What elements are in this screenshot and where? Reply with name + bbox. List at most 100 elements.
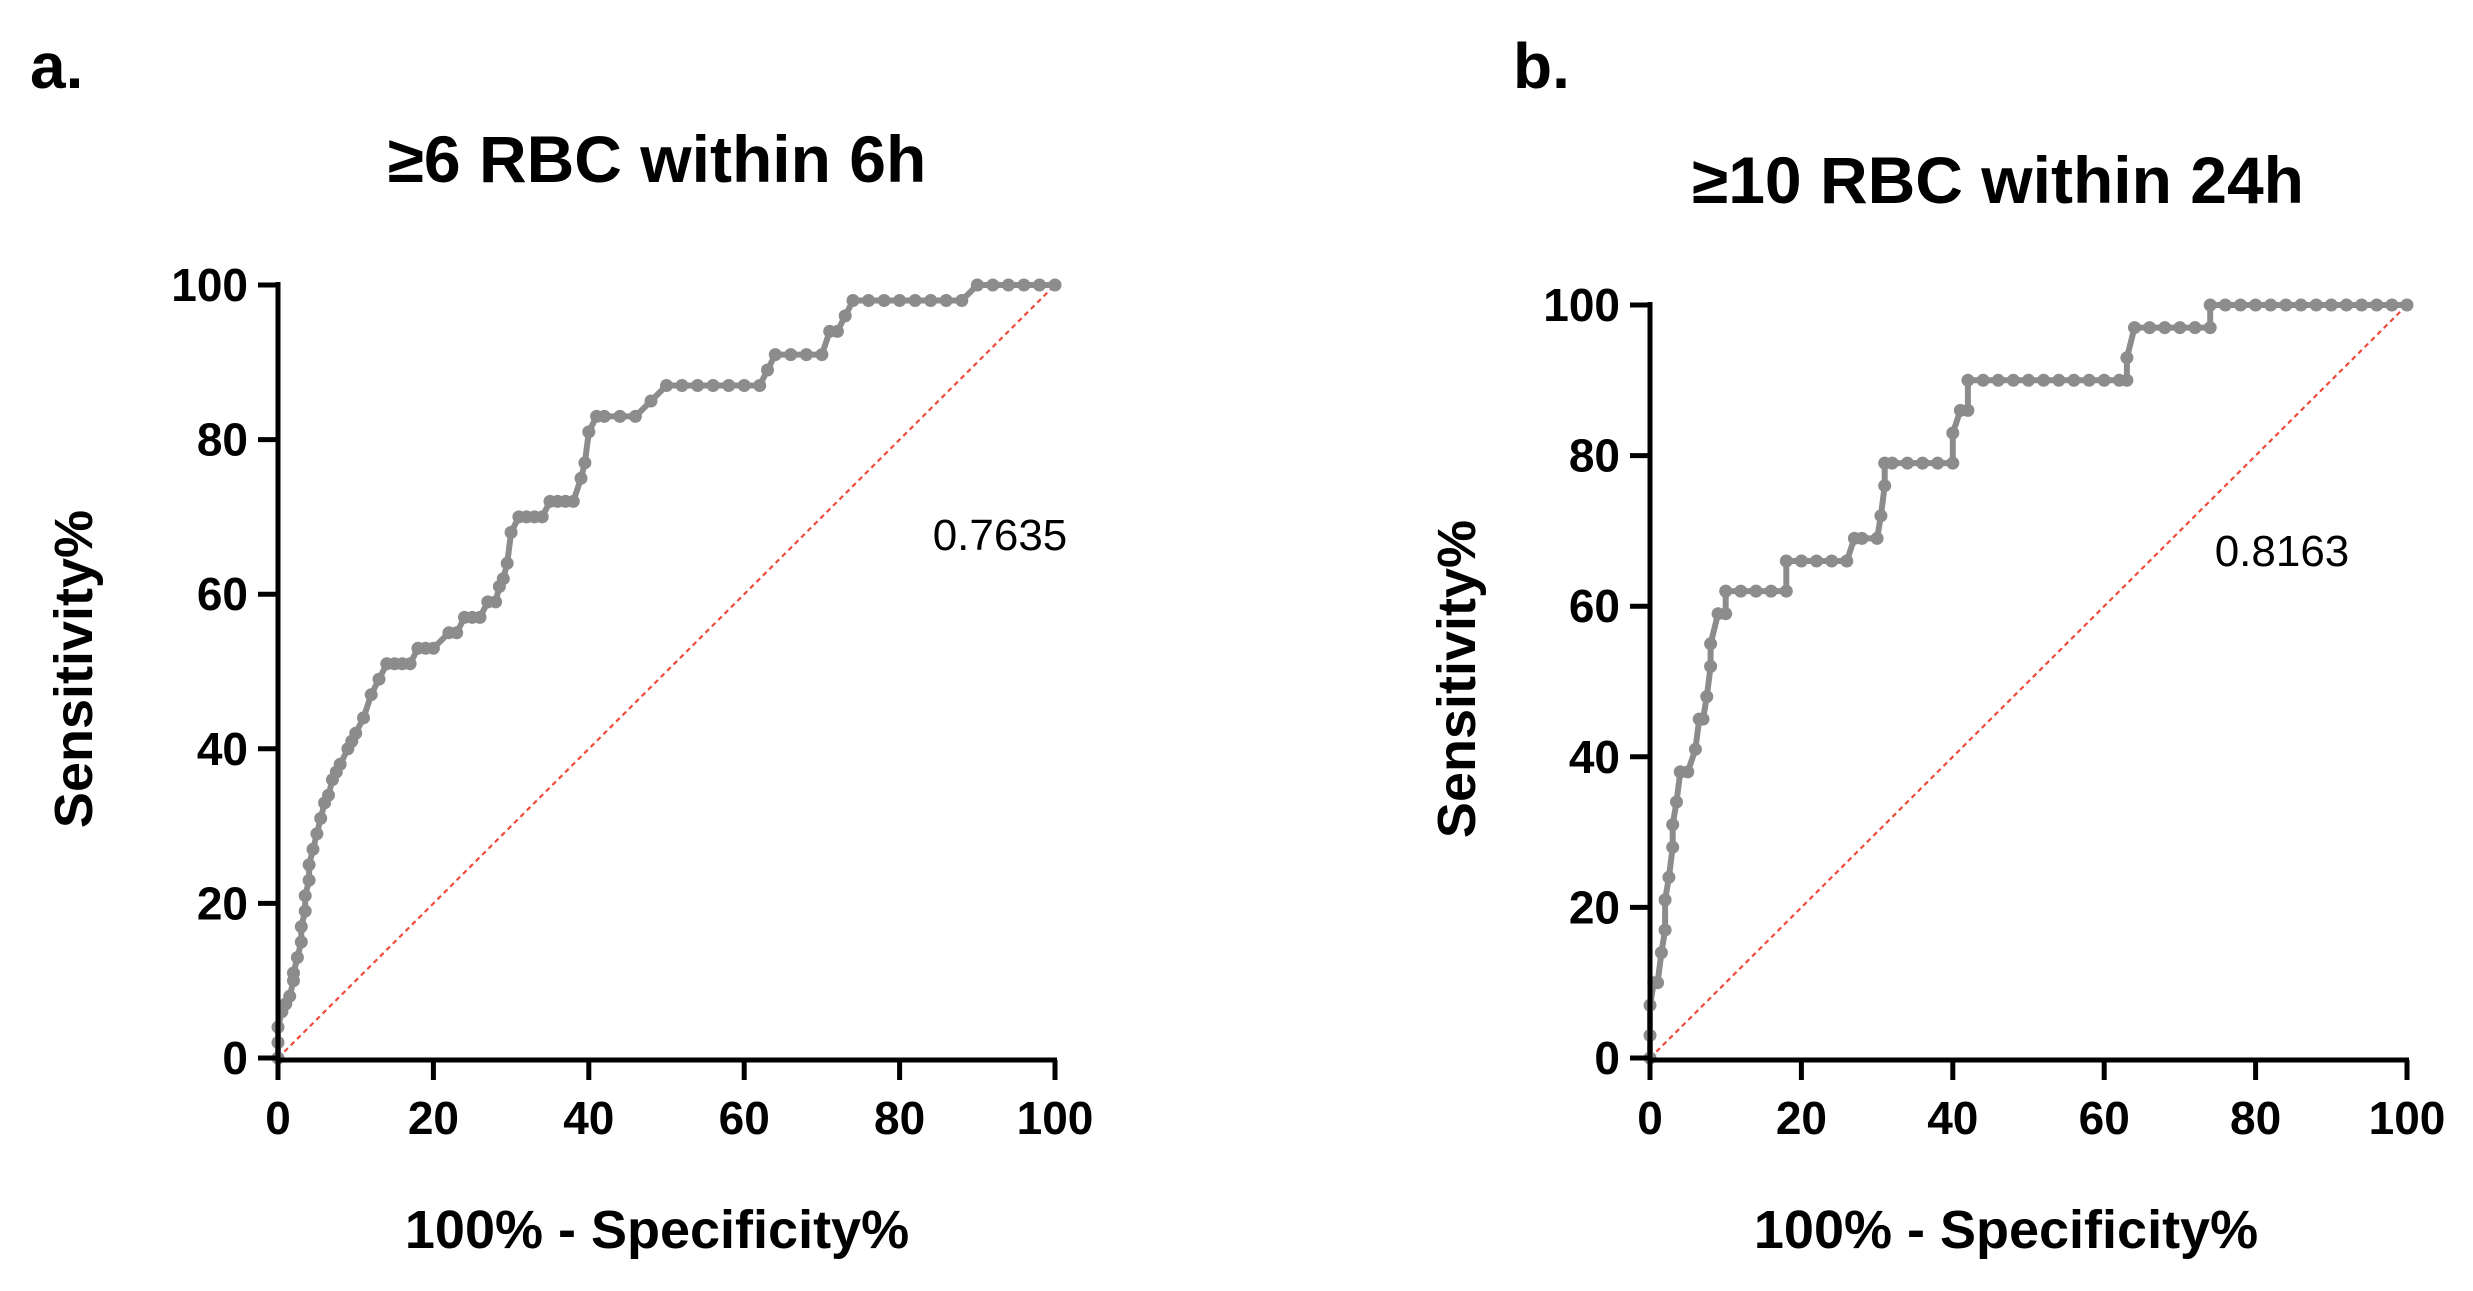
panel-a-axes xyxy=(275,282,1057,1063)
panel-a-roc-point xyxy=(908,294,922,307)
panel-a-title: ≥6 RBC within 6h xyxy=(388,122,927,196)
panel-b-roc-point xyxy=(1662,870,1676,884)
panel-a-roc-point xyxy=(578,456,592,470)
panel-b-y-tick-label: 0 xyxy=(1594,1032,1620,1084)
panel-b-roc-point xyxy=(2339,298,2353,312)
panel-b-y-tick-label: 80 xyxy=(1569,430,1620,482)
panel-b-roc-point xyxy=(2037,373,2051,387)
panel-a-roc-point xyxy=(784,348,798,362)
panel-a-roc-point xyxy=(450,626,464,640)
panel-a-roc-point xyxy=(287,966,300,980)
panel-b-roc-point xyxy=(2324,298,2338,312)
panel-a-roc-point xyxy=(302,858,316,872)
panel-a-x-tick-label: 0 xyxy=(265,1092,291,1144)
panel-a-roc-point xyxy=(364,688,378,702)
panel-a-roc-point xyxy=(310,827,324,841)
panel-a-roc-point xyxy=(535,510,549,524)
panel-b-roc-point xyxy=(1779,554,1793,568)
panel-a-x-tick-label: 60 xyxy=(719,1092,770,1144)
panel-b-roc-point xyxy=(1825,554,1839,568)
panel-b-roc-point xyxy=(2097,373,2111,387)
panel-a-roc-point xyxy=(372,672,386,686)
panel-b-roc-point xyxy=(2370,298,2384,312)
panel-a-roc-point xyxy=(314,811,328,825)
panel-b-y-ticks: 0 20 40 60 80 100 xyxy=(1543,279,1650,1084)
panel-b-x-tick-label: 20 xyxy=(1776,1092,1827,1144)
panel-b-roc-point xyxy=(1651,976,1665,990)
panel-a-roc-point xyxy=(862,294,875,307)
panel-b-roc-point xyxy=(1666,840,1680,854)
panel-a-roc-point xyxy=(644,394,658,408)
panel-a-roc-point xyxy=(290,951,304,964)
panel-b-roc-point xyxy=(2218,298,2232,312)
panel-b-roc-point xyxy=(2249,298,2263,312)
panel-a-roc-point xyxy=(706,379,720,392)
panel-a-roc-point xyxy=(489,595,503,609)
panel-b-x-tick-label: 80 xyxy=(2230,1092,2281,1144)
panel-b-auc-value: 0.8163 xyxy=(2215,527,2350,576)
panel-b-roc-point xyxy=(1696,712,1710,726)
panel-a-roc-point xyxy=(504,525,518,539)
panel-b-roc-point xyxy=(2203,321,2217,335)
panel-b-roc-point xyxy=(2234,298,2247,312)
panel-a-roc-point xyxy=(893,294,907,307)
panel-b-roc-point xyxy=(1688,742,1702,756)
panel-a-y-tick-label: 40 xyxy=(197,723,248,775)
panel-b-roc-point xyxy=(2279,298,2293,312)
panel-b-roc-point xyxy=(2067,373,2081,387)
panel-a-roc-point xyxy=(815,348,829,362)
panel-b-roc-point xyxy=(1749,584,1763,598)
panel-b-roc-point xyxy=(1670,795,1683,809)
panel-a-x-tick-label: 20 xyxy=(408,1092,459,1144)
panel-a-x-axis-label: 100% - Specificity% xyxy=(405,1200,909,1260)
panel-a-roc-point xyxy=(660,379,673,392)
panel-b-x-tick-label: 100 xyxy=(2369,1092,2446,1144)
panel-b-roc-point xyxy=(1931,456,1945,470)
panel-b-roc-point xyxy=(1764,584,1778,598)
panel-b-roc-point xyxy=(1885,456,1899,470)
panel-b-roc-point xyxy=(1855,531,1869,545)
panel-a-roc-point xyxy=(924,294,938,307)
panel-a-roc-point xyxy=(761,363,774,377)
panel-b-roc-point xyxy=(2203,298,2217,312)
panel-a-roc-point xyxy=(846,294,860,307)
panel-a-roc-point xyxy=(1033,278,1046,292)
panel-a-roc-point xyxy=(294,920,308,934)
panel-b-roc-point xyxy=(2158,321,2172,335)
panel-b-roc-point xyxy=(1870,531,1884,545)
panel-a-roc-point xyxy=(333,757,347,771)
panel-b-roc-point xyxy=(1734,584,1748,598)
panel-a-y-ticks: 0 20 40 60 80 100 xyxy=(171,259,278,1084)
panel-b-roc-point xyxy=(1976,373,1990,387)
panel-a-y-tick-label: 20 xyxy=(197,877,248,929)
panel-b-roc-point xyxy=(1666,818,1680,832)
panel-b-roc-point xyxy=(2006,373,2020,387)
panel-b-roc-point xyxy=(1991,373,2005,387)
panel-a-roc-point xyxy=(473,610,487,624)
panel-a-x-tick-label: 100 xyxy=(1017,1092,1094,1144)
panel-b-roc-point xyxy=(1704,659,1718,673)
panel-b-roc-point xyxy=(2022,373,2035,387)
panel-a-label: a. xyxy=(30,30,83,102)
panel-b-label: b. xyxy=(1513,30,1570,102)
panel-a-roc-point xyxy=(298,889,312,903)
panel-b-y-tick-label: 60 xyxy=(1569,580,1620,632)
panel-b-reference-line xyxy=(1649,304,2408,1059)
panel-b-roc-point xyxy=(1878,479,1892,493)
panel-b-roc-point xyxy=(2120,373,2134,387)
panel-a-roc-point xyxy=(426,641,440,655)
panel-b-roc-point xyxy=(1779,584,1793,598)
panel-b-roc-point xyxy=(2082,373,2096,387)
panel-a-roc-point xyxy=(294,935,308,949)
panel-b-roc-point xyxy=(1946,456,1960,470)
panel-a-roc-point xyxy=(955,294,969,307)
panel-a-roc-point xyxy=(1048,278,1062,292)
panel-a-roc-point xyxy=(613,409,627,423)
panel-b-roc-point xyxy=(2309,298,2323,312)
panel-a-y-tick-label: 100 xyxy=(171,259,248,311)
panel-a-roc-point xyxy=(830,324,844,338)
panel-a-roc-point xyxy=(302,873,316,887)
panel-a-y-tick-label: 60 xyxy=(197,568,248,620)
panel-b-roc-point xyxy=(1704,637,1718,651)
